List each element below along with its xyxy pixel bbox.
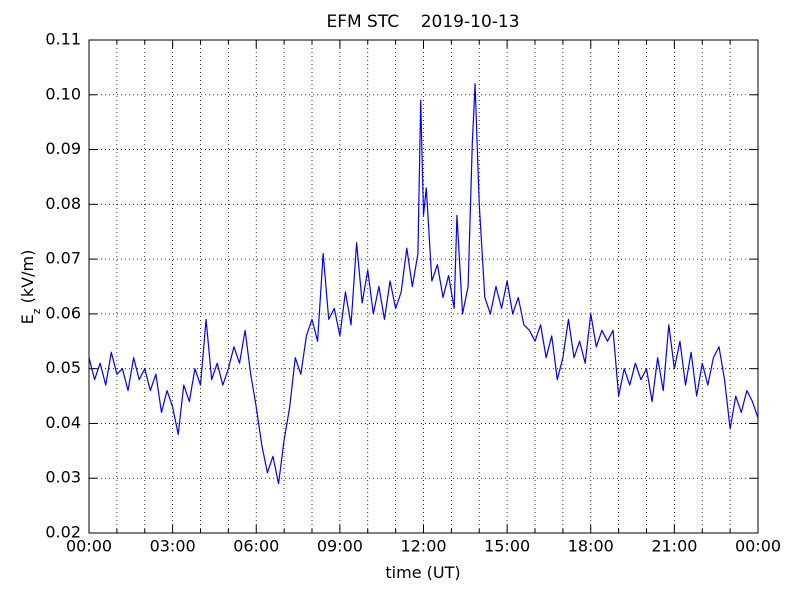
y-label-sub: z — [30, 308, 43, 314]
y-tick-label: 0.09 — [45, 139, 81, 158]
chart-title: EFM STC 2019-10-13 — [326, 12, 519, 32]
x-axis-label: time (UT) — [385, 563, 460, 582]
x-tick-label: 21:00 — [651, 537, 697, 556]
y-label-unit: (kV/m) — [18, 250, 37, 309]
y-tick-label: 0.05 — [45, 358, 81, 377]
y-tick-label: 0.02 — [45, 523, 81, 542]
y-tick-label: 0.08 — [45, 194, 81, 213]
y-label-main: E — [18, 314, 37, 324]
y-tick-label: 0.06 — [45, 303, 81, 322]
x-tick-label: 15:00 — [484, 537, 530, 556]
x-tick-label: 09:00 — [317, 537, 363, 556]
y-tick-label: 0.11 — [45, 30, 81, 49]
x-tick-label: 12:00 — [400, 537, 446, 556]
x-tick-label: 00:00 — [735, 537, 781, 556]
x-tick-label: 18:00 — [568, 537, 614, 556]
y-tick-label: 0.07 — [45, 249, 81, 268]
y-tick-label: 0.03 — [45, 468, 81, 487]
x-tick-label: 03:00 — [150, 537, 196, 556]
y-axis-label: Ez (kV/m) — [18, 250, 43, 325]
data-line — [88, 83, 759, 485]
x-tick-label: 00:00 — [66, 537, 112, 556]
x-tick-label: 06:00 — [233, 537, 279, 556]
y-tick-label: 0.10 — [45, 84, 81, 103]
plot-frame — [88, 39, 759, 534]
y-tick-label: 0.04 — [45, 413, 81, 432]
